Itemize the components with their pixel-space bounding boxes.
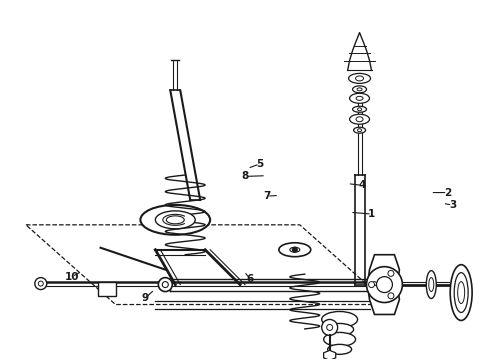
Ellipse shape bbox=[353, 86, 367, 93]
Ellipse shape bbox=[290, 247, 300, 252]
Ellipse shape bbox=[426, 271, 436, 298]
Ellipse shape bbox=[358, 129, 362, 132]
Ellipse shape bbox=[429, 278, 434, 292]
Text: 5: 5 bbox=[256, 159, 263, 169]
Text: 6: 6 bbox=[246, 274, 253, 284]
Ellipse shape bbox=[349, 114, 369, 124]
Ellipse shape bbox=[162, 282, 168, 288]
Ellipse shape bbox=[35, 278, 47, 289]
Circle shape bbox=[368, 282, 374, 288]
Circle shape bbox=[388, 270, 394, 276]
Ellipse shape bbox=[354, 127, 366, 133]
Circle shape bbox=[327, 324, 333, 330]
Text: 2: 2 bbox=[444, 188, 451, 198]
Circle shape bbox=[388, 293, 394, 299]
Ellipse shape bbox=[279, 243, 311, 257]
Circle shape bbox=[293, 247, 297, 252]
Text: 9: 9 bbox=[142, 293, 148, 303]
Ellipse shape bbox=[369, 279, 379, 289]
Ellipse shape bbox=[454, 273, 468, 312]
Ellipse shape bbox=[155, 211, 195, 229]
Circle shape bbox=[322, 319, 338, 336]
Ellipse shape bbox=[166, 216, 184, 224]
Ellipse shape bbox=[141, 205, 210, 235]
Ellipse shape bbox=[353, 106, 367, 112]
Text: 3: 3 bbox=[449, 200, 456, 210]
Circle shape bbox=[376, 276, 392, 293]
Text: 8: 8 bbox=[242, 171, 248, 181]
Ellipse shape bbox=[356, 96, 363, 100]
Ellipse shape bbox=[372, 282, 376, 285]
Polygon shape bbox=[368, 255, 399, 315]
Text: 10: 10 bbox=[65, 272, 79, 282]
Text: 4: 4 bbox=[359, 180, 366, 190]
Polygon shape bbox=[323, 350, 336, 360]
Ellipse shape bbox=[326, 323, 354, 336]
Ellipse shape bbox=[356, 117, 363, 122]
Ellipse shape bbox=[348, 73, 370, 84]
Ellipse shape bbox=[322, 311, 358, 328]
Ellipse shape bbox=[328, 345, 352, 354]
Text: 7: 7 bbox=[263, 191, 270, 201]
Bar bbox=[98, 282, 116, 296]
Ellipse shape bbox=[358, 108, 362, 111]
Ellipse shape bbox=[324, 332, 356, 346]
Ellipse shape bbox=[38, 281, 43, 286]
Ellipse shape bbox=[356, 76, 364, 81]
Ellipse shape bbox=[158, 278, 172, 292]
Ellipse shape bbox=[357, 88, 362, 91]
Ellipse shape bbox=[458, 282, 465, 303]
Ellipse shape bbox=[349, 93, 369, 103]
Circle shape bbox=[367, 267, 402, 302]
Text: 1: 1 bbox=[368, 209, 375, 219]
Ellipse shape bbox=[450, 265, 472, 320]
